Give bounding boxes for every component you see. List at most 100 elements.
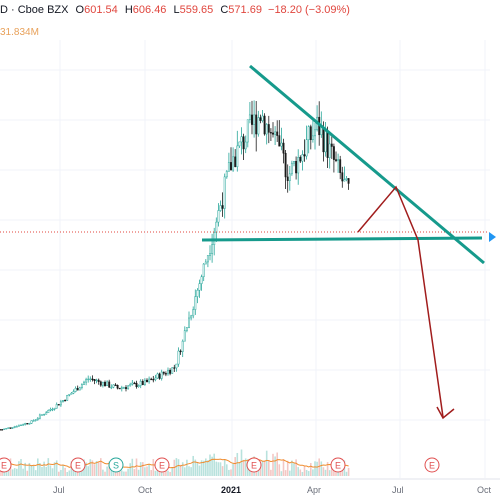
volume-bar	[194, 459, 197, 476]
volume-bar	[37, 458, 39, 476]
volume-bar	[131, 458, 134, 476]
candle-body	[146, 379, 148, 383]
volume-bar	[43, 461, 45, 476]
candle-body	[135, 382, 138, 387]
earnings-badge[interactable]: E	[0, 457, 12, 473]
candle-body	[1, 429, 4, 431]
candle-body	[24, 423, 27, 425]
volume-bar	[198, 465, 201, 476]
volume-bar	[20, 459, 22, 476]
price-scale-marker	[489, 232, 496, 242]
candle-body	[141, 380, 144, 385]
volume-bar	[30, 465, 33, 476]
symbol-header: D · Cboe BZX O601.54 H606.46 L559.65 C57…	[0, 4, 350, 16]
candle-body	[3, 428, 6, 430]
volume-bar	[320, 461, 323, 476]
volume-bar	[211, 456, 213, 476]
candle-body	[211, 244, 214, 254]
volume-bar	[223, 459, 226, 476]
candle-body	[194, 296, 197, 310]
candle-body	[7, 427, 10, 429]
volume-bar	[127, 468, 129, 476]
candle-body	[133, 382, 136, 385]
candle-body	[335, 159, 337, 161]
candle-body	[28, 423, 31, 425]
volume-bar	[331, 466, 333, 476]
candle-body	[34, 419, 37, 421]
candle-body	[238, 141, 241, 147]
volume-bar	[45, 466, 47, 476]
volume-bar	[70, 461, 73, 476]
volume-bar	[190, 467, 192, 476]
arrow-head	[436, 406, 455, 420]
volume-bar	[39, 463, 41, 476]
support-line[interactable]	[201, 236, 483, 242]
candle-body	[309, 126, 312, 140]
volume-bar	[85, 462, 87, 476]
volume-bar	[314, 461, 316, 476]
candle-body	[112, 384, 115, 388]
volume-bar	[146, 466, 148, 476]
candle-body	[38, 414, 41, 419]
volume-bar	[221, 466, 224, 476]
candle-body	[196, 289, 199, 297]
x-tick-label: 2021	[221, 485, 241, 495]
candle-body	[326, 131, 329, 158]
volume-bar	[213, 453, 215, 476]
volume-bar	[186, 459, 188, 476]
volume-bar	[207, 460, 209, 476]
candle-body	[120, 387, 123, 389]
candle-body	[95, 379, 98, 382]
candle-body	[345, 178, 348, 180]
candle-body	[139, 380, 142, 386]
candle-body	[164, 373, 167, 375]
volume-bar	[274, 456, 276, 476]
candle-body	[76, 388, 79, 391]
split-badge[interactable]: S	[108, 457, 124, 473]
earnings-badge[interactable]: E	[70, 457, 86, 473]
candle-body	[282, 142, 285, 154]
volume-bar	[291, 460, 293, 476]
earnings-badge[interactable]: E	[330, 457, 346, 473]
volume-bar	[228, 469, 230, 476]
volume-value: 31.834M	[0, 27, 39, 38]
volume-bar	[76, 471, 79, 476]
volume-bar	[34, 470, 37, 476]
volume-bar	[133, 469, 136, 476]
volume-bar	[160, 471, 163, 476]
candle-body	[286, 176, 289, 181]
projected-path-arrow[interactable]	[357, 185, 444, 418]
candle-body	[80, 384, 83, 388]
candle-body	[74, 388, 77, 392]
volume-bar	[125, 471, 127, 476]
volume-bar	[64, 467, 66, 476]
volume-bar	[49, 465, 52, 476]
volume-bar	[192, 455, 194, 476]
candle-body	[314, 129, 316, 137]
open-value: 601.54	[84, 4, 118, 16]
volume-bar	[144, 467, 146, 476]
volume-bar	[177, 459, 180, 476]
candle-body	[104, 381, 106, 386]
volume-bar	[89, 459, 92, 476]
candle-body	[17, 424, 20, 427]
volume-bar	[263, 460, 266, 476]
candle-body	[202, 263, 205, 277]
candle-body	[97, 379, 100, 382]
volume-bar	[280, 471, 283, 476]
earnings-badge[interactable]: E	[154, 457, 170, 473]
candle-body	[91, 378, 94, 380]
volume-bar	[13, 468, 16, 476]
x-tick-label: Jul	[53, 485, 65, 495]
volume-bar	[312, 469, 314, 476]
candle-body	[9, 427, 12, 429]
volume-bar	[167, 470, 169, 476]
earnings-badge[interactable]: E	[246, 457, 262, 473]
badge-label: E	[429, 461, 435, 471]
descending-trendline[interactable]	[249, 64, 485, 265]
badge-label: E	[335, 461, 341, 471]
candle-body	[78, 387, 81, 391]
earnings-badge[interactable]: E	[424, 457, 440, 473]
